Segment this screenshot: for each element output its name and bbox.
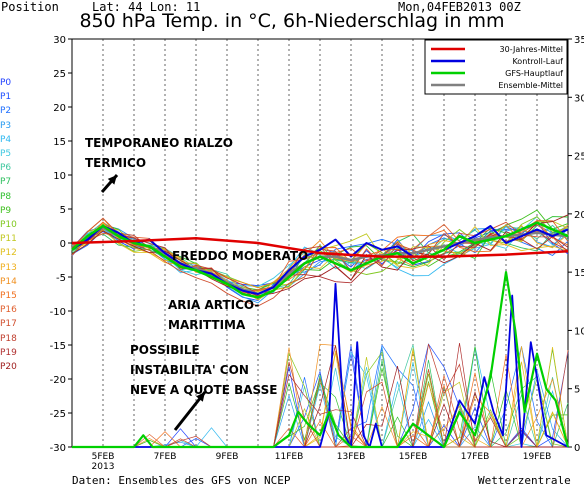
- y-left-tick-label: -10: [50, 307, 66, 318]
- legend-label: GFS-Hauptlauf: [505, 69, 563, 78]
- climatology-line: [71, 236, 569, 258]
- x-tick-label: 2013: [92, 462, 115, 472]
- member-label: P17: [0, 319, 17, 330]
- footer-brand: Wetterzentrale: [478, 474, 571, 487]
- y-left-tick-label: -15: [50, 341, 66, 352]
- member-label: P13: [0, 262, 17, 273]
- chart-title: 850 hPa Temp. in °C, 6h-Niederschlag in …: [79, 10, 505, 32]
- x-tick-label: 13FEB: [337, 452, 366, 462]
- annotation-possibile: POSSIBILE INSTABILITA' CON NEVE A QUOTE BA…: [130, 343, 278, 397]
- member-label: P6: [0, 163, 12, 174]
- annotation-temporaneo: TEMPORANEO RIALZO TERMICO: [85, 136, 234, 170]
- member-label: P19: [0, 347, 17, 358]
- member-precip-line: [72, 354, 568, 448]
- run-date-label: Mon,04FEB2013 00Z: [398, 0, 521, 14]
- y-left-tick-label: -20: [50, 375, 66, 386]
- member-label: P4: [0, 134, 12, 145]
- y-right-tick-label: 20: [574, 210, 584, 221]
- y-left-tick-label: -25: [50, 409, 66, 420]
- y-left-tick-label: 0: [60, 239, 66, 250]
- x-tick-label: 19FEB: [523, 452, 552, 462]
- member-label: P3: [0, 120, 12, 131]
- member-label: P2: [0, 106, 12, 117]
- y-left-tick-label: 15: [53, 137, 66, 148]
- y-right-tick-label: 0: [574, 443, 580, 454]
- operational-run-line: [71, 221, 569, 299]
- member-label: P8: [0, 191, 12, 202]
- member-label: P11: [0, 234, 17, 245]
- y-left-tick-label: 20: [53, 103, 66, 114]
- legend-label: Ensemble-Mittel: [498, 81, 563, 90]
- member-label: P5: [0, 149, 12, 159]
- member-label: P1: [0, 92, 12, 103]
- member-label: P14: [0, 276, 17, 287]
- y-right-tick-label: 25: [574, 152, 584, 163]
- member-label: P20: [0, 362, 17, 372]
- y-right-tick-label: 30: [574, 93, 584, 104]
- annotation-freddo: FREDDO MODERATO: [172, 249, 309, 263]
- operational-precip-line: [72, 271, 570, 449]
- x-tick-label: 5FEB: [92, 452, 115, 462]
- x-tick-label: 9FEB: [216, 452, 239, 462]
- footer-source: Daten: Ensembles des GFS von NCEP: [72, 474, 291, 487]
- member-label: P12: [0, 248, 17, 259]
- member-label: P9: [0, 205, 12, 216]
- member-label: P10: [0, 220, 17, 230]
- x-tick-label: 7FEB: [154, 452, 177, 462]
- y-right-tick-label: 15: [574, 268, 584, 279]
- legend: 30-Jahres-Mittel Kontroll-Lauf GFS-Hauptla…: [424, 39, 568, 95]
- control-run-line: [71, 225, 569, 295]
- member-label: P16: [0, 305, 17, 316]
- member-temp-line: [71, 214, 569, 297]
- annotation-arrows: [100, 174, 207, 431]
- position-label: Position: [1, 0, 59, 14]
- y-left-tick-label: 30: [53, 35, 66, 46]
- arrow-temporaneo-head: [107, 175, 117, 185]
- arrow-possibile-head: [196, 392, 205, 402]
- axes: 30 25 20 15 10 5 0 -5 -10 -15 -20 -25 -30 35 30 25 20 15 1…: [50, 35, 584, 472]
- member-label: P18: [0, 333, 17, 344]
- y-right-tick-label: 5: [574, 385, 580, 396]
- y-left-tick-label: -30: [50, 443, 66, 454]
- y-right-tick-label: 10: [574, 326, 584, 337]
- y-left-tick-label: 10: [53, 171, 66, 182]
- member-precip-line: [72, 346, 569, 448]
- member-label: P0: [0, 78, 12, 88]
- member-precip-line: [72, 343, 569, 448]
- legend-label: Kontroll-Lauf: [512, 57, 563, 66]
- y-left-tick-label: -5: [56, 273, 66, 284]
- main-series: [71, 221, 570, 449]
- member-label: P7: [0, 177, 12, 188]
- member-label: P15: [0, 291, 17, 301]
- y-left-tick-label: 25: [53, 69, 66, 80]
- y-left-tick-label: 5: [60, 205, 66, 216]
- x-tick-label: 11FEB: [275, 452, 304, 462]
- x-tick-label: 15FEB: [399, 452, 428, 462]
- x-tick-label: 17FEB: [461, 452, 490, 462]
- lat-lon-label: Lat: 44 Lon: 11: [92, 0, 201, 14]
- annotation-aria: ARIA ARTICO- MARITTIMA: [168, 298, 260, 332]
- y-right-tick-label: 35: [574, 35, 584, 46]
- legend-label: 30-Jahres-Mittel: [500, 45, 563, 54]
